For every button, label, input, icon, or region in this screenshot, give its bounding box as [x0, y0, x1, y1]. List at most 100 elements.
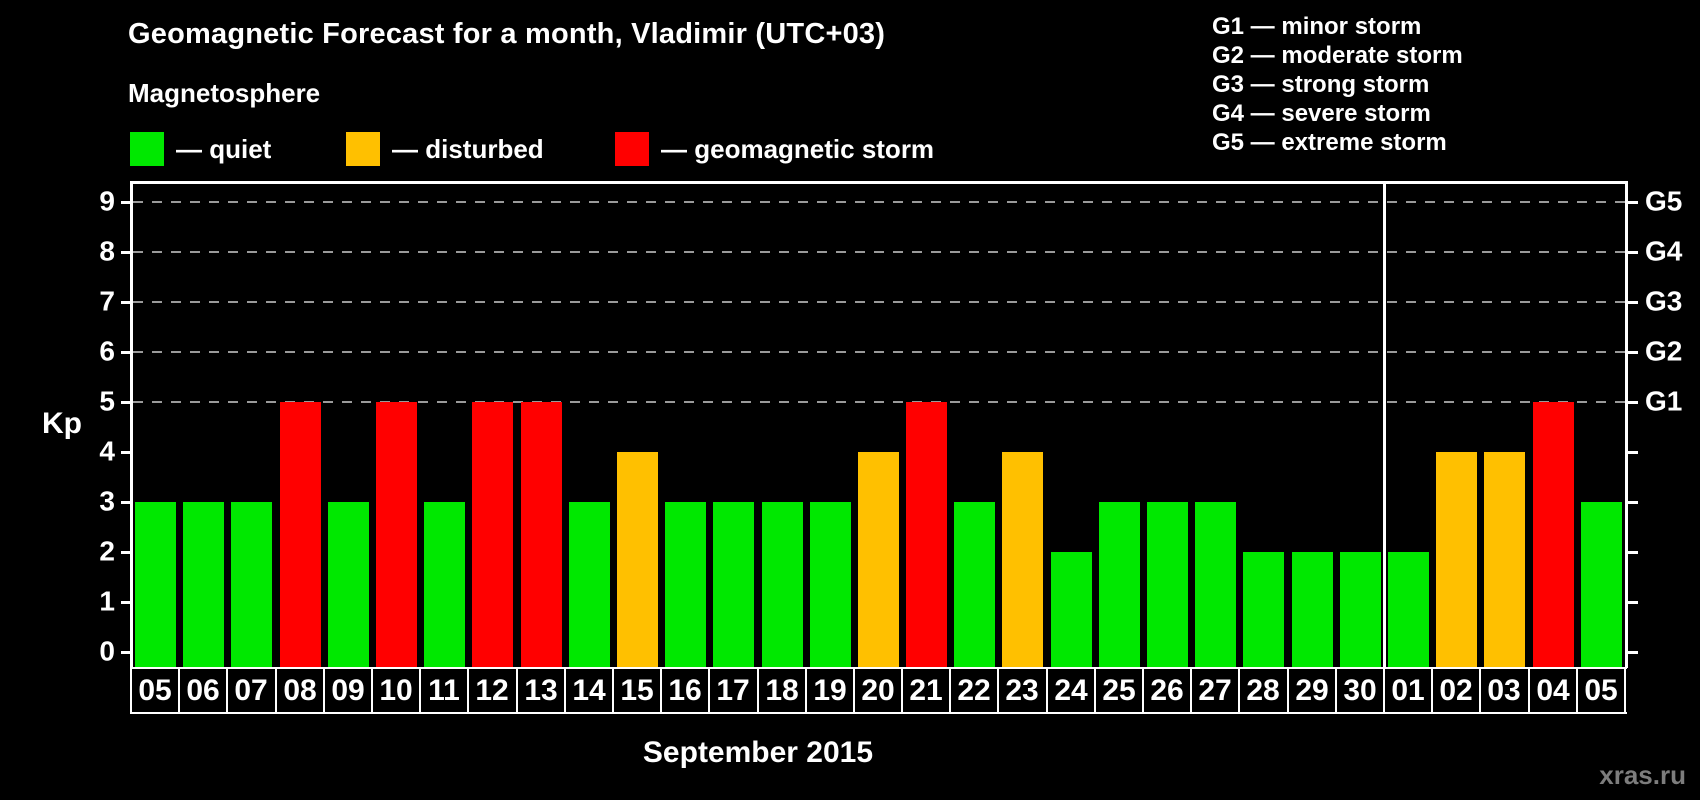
- day-grid-divider: [708, 667, 710, 714]
- y-tick-label: 8: [99, 235, 115, 267]
- day-label: 15: [620, 674, 654, 707]
- y-tick-label: 5: [99, 385, 115, 417]
- day-grid-divider: [130, 667, 132, 714]
- g4-legend-line: G4 — severe storm: [1212, 100, 1431, 127]
- storm-color-swatch: [615, 132, 649, 166]
- grid-line-kp9: [133, 201, 1625, 203]
- y-tick-right: [1628, 351, 1638, 354]
- y-tick-right: [1628, 401, 1638, 404]
- bar-day-27: [1195, 502, 1236, 668]
- bar-day-22: [954, 502, 995, 668]
- legend-item-storm: — geomagnetic storm: [615, 132, 934, 166]
- bar-day-15: [617, 452, 658, 668]
- bar-day-13: [521, 402, 562, 668]
- bar-day-06: [183, 502, 224, 668]
- grid-line-kp8: [133, 251, 1625, 253]
- y-tick-right: [1628, 201, 1638, 204]
- y-tick-left: [121, 501, 131, 504]
- month-separator-line: [1383, 183, 1386, 668]
- bar-day-24: [1051, 552, 1092, 668]
- bar-day-05: [1581, 502, 1622, 668]
- y-tick-label: 0: [99, 635, 115, 667]
- day-label: 28: [1246, 674, 1280, 707]
- bar-day-23: [1002, 452, 1043, 668]
- day-label: 13: [524, 674, 558, 707]
- day-grid-divider: [1046, 667, 1048, 714]
- y-tick-label: 6: [99, 335, 115, 367]
- day-label: 25: [1102, 674, 1136, 707]
- day-grid-divider: [660, 667, 662, 714]
- y-tick-right: [1628, 251, 1638, 254]
- grid-line-kp6: [133, 351, 1625, 353]
- day-grid-divider: [275, 667, 277, 714]
- bar-day-05: [135, 502, 176, 668]
- day-grid-divider: [997, 667, 999, 714]
- watermark: xras.ru: [1599, 760, 1686, 790]
- day-label: 20: [861, 674, 895, 707]
- y-tick-left: [121, 351, 131, 354]
- day-label: 24: [1054, 674, 1088, 707]
- y-tick-left: [121, 551, 131, 554]
- y-tick-right: [1628, 501, 1638, 504]
- g-axis-label-g5: G5: [1645, 185, 1683, 217]
- day-label: 19: [813, 674, 847, 707]
- g-axis-label-g2: G2: [1645, 335, 1683, 367]
- day-grid-divider: [1431, 667, 1433, 714]
- y-tick-left: [121, 451, 131, 454]
- grid-line-kp7: [133, 301, 1625, 303]
- day-grid-divider: [901, 667, 903, 714]
- day-label: 05: [1584, 674, 1618, 707]
- quiet-color-swatch: [130, 132, 164, 166]
- g-axis-label-g4: G4: [1645, 235, 1683, 267]
- day-label: 02: [1439, 674, 1473, 707]
- y-tick-label: 7: [99, 285, 115, 317]
- day-label: 14: [572, 674, 606, 707]
- day-label: 10: [379, 674, 413, 707]
- legend-item-quiet: — quiet: [130, 132, 271, 166]
- day-label: 05: [138, 674, 172, 707]
- bar-day-08: [280, 402, 321, 668]
- day-grid-divider: [178, 667, 180, 714]
- day-grid-divider: [1142, 667, 1144, 714]
- y-tick-label: 9: [99, 185, 115, 217]
- y-tick-right: [1628, 601, 1638, 604]
- y-axis-title: Kp: [42, 407, 82, 440]
- day-label: 03: [1487, 674, 1521, 707]
- bar-day-14: [569, 502, 610, 668]
- grid-line-kp5: [133, 401, 1625, 403]
- g-scale-legend: G1 — minor storm G2 — moderate storm G3 …: [1212, 12, 1463, 157]
- day-label: 08: [283, 674, 317, 707]
- day-grid-divider: [226, 667, 228, 714]
- day-label: 07: [234, 674, 268, 707]
- right-axis-line: [1625, 181, 1628, 668]
- y-tick-label: 4: [99, 435, 115, 467]
- legend-label-storm: — geomagnetic storm: [661, 133, 935, 164]
- legend-item-disturbed: — disturbed: [346, 132, 544, 166]
- bar-day-20: [858, 452, 899, 668]
- g1-legend-line: G1 — minor storm: [1212, 13, 1422, 40]
- day-grid-divider: [853, 667, 855, 714]
- day-grid-divider: [564, 667, 566, 714]
- y-tick-left: [121, 301, 131, 304]
- y-tick-label: 1: [99, 585, 115, 617]
- legend-label-quiet: — quiet: [176, 133, 272, 164]
- day-grid-divider: [1576, 667, 1578, 714]
- day-grid-divider: [467, 667, 469, 714]
- bar-day-11: [424, 502, 465, 668]
- y-tick-right: [1628, 551, 1638, 554]
- g5-legend-line: G5 — extreme storm: [1212, 129, 1447, 156]
- day-label: 01: [1391, 674, 1425, 707]
- y-axis-line: [130, 181, 133, 668]
- disturbed-color-swatch: [346, 132, 380, 166]
- bar-day-01: [1388, 552, 1429, 668]
- day-grid-divider: [1287, 667, 1289, 714]
- day-label: 17: [716, 674, 750, 707]
- g-axis-label-g3: G3: [1645, 285, 1683, 317]
- plot-top-border: [130, 181, 1627, 184]
- day-label: 23: [1005, 674, 1039, 707]
- y-tick-right: [1628, 451, 1638, 454]
- y-tick-left: [121, 201, 131, 204]
- y-tick-label: 3: [99, 485, 115, 517]
- day-label: 30: [1343, 674, 1377, 707]
